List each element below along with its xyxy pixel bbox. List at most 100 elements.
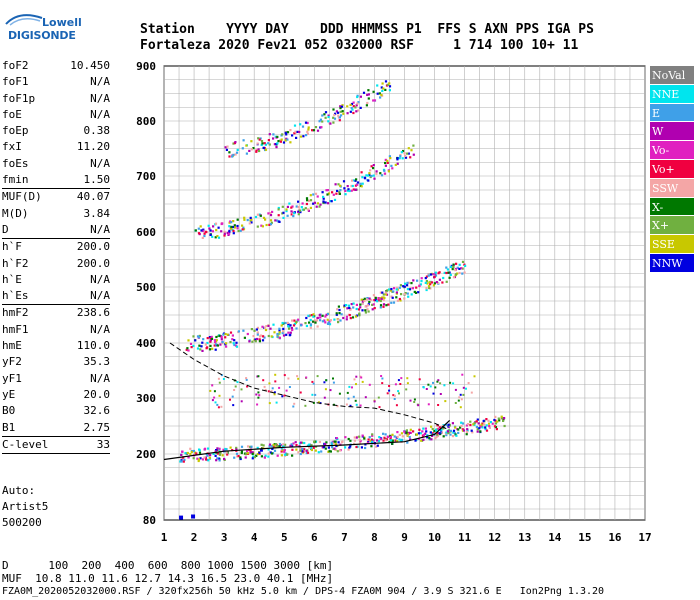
param-value: N/A xyxy=(90,222,110,236)
echo-point xyxy=(359,306,362,309)
echo-point xyxy=(391,433,394,436)
echo-point xyxy=(351,108,354,111)
param-name: hmE xyxy=(2,339,22,353)
echo-point xyxy=(273,393,276,396)
echo-point xyxy=(388,89,391,92)
echo-point xyxy=(328,450,331,453)
echo-point xyxy=(305,134,308,137)
echo-point xyxy=(291,328,294,332)
echo-point xyxy=(271,447,274,450)
echo-point xyxy=(314,321,317,324)
echo-point xyxy=(218,381,221,384)
echo-point xyxy=(324,443,327,446)
echo-point xyxy=(327,450,330,453)
echo-point xyxy=(449,381,452,384)
echo-point xyxy=(332,116,335,119)
echo-point xyxy=(278,329,281,332)
echo-point xyxy=(209,344,212,347)
echo-point xyxy=(212,452,215,455)
echo-point xyxy=(444,400,447,403)
echo-point xyxy=(452,276,456,279)
echo-point xyxy=(344,189,347,192)
param-row: foEs N/A xyxy=(2,156,110,172)
echo-point xyxy=(372,99,375,102)
echo-point xyxy=(470,429,473,432)
echo-point xyxy=(391,167,394,170)
echo-point xyxy=(389,437,392,440)
echo-point xyxy=(465,433,468,436)
echo-point xyxy=(347,437,350,441)
echo-point xyxy=(192,335,195,338)
echo-point xyxy=(391,442,394,445)
echo-point xyxy=(203,232,206,235)
echo-point xyxy=(198,451,202,454)
echo-point xyxy=(194,229,197,232)
echo-point xyxy=(187,349,190,352)
echo-point xyxy=(351,179,354,182)
echo-point xyxy=(436,424,439,427)
echo-point xyxy=(263,326,266,329)
echo-point xyxy=(206,346,209,349)
echo-point xyxy=(434,437,437,440)
x-tick-label: 11 xyxy=(458,531,472,544)
echo-point xyxy=(306,444,310,447)
auto-version: 500200 xyxy=(2,516,42,529)
echo-point xyxy=(229,398,231,401)
echo-point xyxy=(324,201,327,204)
echo-point xyxy=(473,422,476,425)
echo-point xyxy=(313,201,316,204)
echo-point xyxy=(197,459,200,463)
echo-point xyxy=(412,144,415,147)
echo-point xyxy=(215,339,218,342)
echo-point xyxy=(430,425,433,428)
echo-point xyxy=(485,418,488,421)
echo-point xyxy=(327,446,330,449)
param-separator xyxy=(2,238,110,240)
echo-point xyxy=(282,443,285,446)
echo-point xyxy=(460,424,463,428)
echo-point xyxy=(396,435,399,439)
echo-point xyxy=(234,226,237,229)
echo-point xyxy=(364,311,367,314)
echo-point xyxy=(206,341,209,345)
echo-point xyxy=(215,335,218,339)
echo-point xyxy=(394,163,397,166)
echo-point xyxy=(366,101,369,105)
echo-point xyxy=(262,444,265,447)
echo-point xyxy=(487,422,491,425)
echo-point xyxy=(256,326,259,329)
param-row: foF2 10.450 xyxy=(2,58,110,74)
echo-point xyxy=(364,305,367,308)
echo-point xyxy=(368,297,371,300)
y-tick-label: 300 xyxy=(136,392,156,405)
echo-point xyxy=(431,427,434,431)
param-value: 40.07 xyxy=(76,190,110,204)
echo-point xyxy=(271,210,274,213)
echo-point xyxy=(232,232,235,235)
echo-point xyxy=(317,401,320,404)
echo-point xyxy=(413,398,416,401)
echo-point xyxy=(206,454,209,457)
echo-point xyxy=(323,381,326,384)
echo-point xyxy=(321,120,324,123)
echo-point xyxy=(332,121,335,124)
echo-point xyxy=(258,451,261,454)
echo-point xyxy=(389,157,392,160)
echo-point xyxy=(270,390,273,393)
echo-point xyxy=(220,336,223,339)
echo-point xyxy=(353,378,356,381)
echo-point xyxy=(346,105,349,108)
echo-point xyxy=(435,428,438,431)
echo-point xyxy=(285,333,288,336)
echo-point xyxy=(283,374,286,377)
echo-point xyxy=(232,342,235,345)
legend-item-x-: X- xyxy=(650,197,694,217)
echo-point xyxy=(245,144,248,147)
echo-point xyxy=(330,200,333,203)
echo-point xyxy=(234,153,237,156)
echo-point xyxy=(381,82,384,85)
echo-point xyxy=(460,398,463,401)
echo-point xyxy=(199,457,202,460)
echo-point xyxy=(471,431,474,434)
echo-point xyxy=(258,138,261,141)
